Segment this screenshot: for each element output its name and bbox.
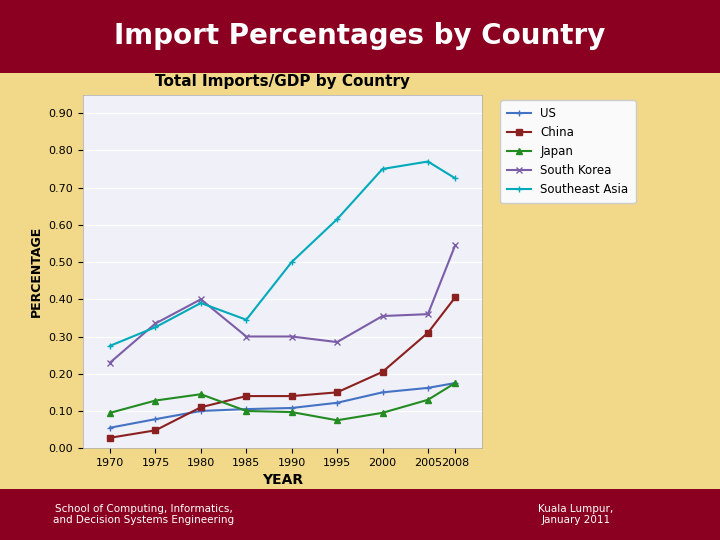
US xyxy=(242,406,251,413)
Japan xyxy=(287,409,296,415)
Southeast Asia xyxy=(151,324,160,330)
China xyxy=(423,329,432,336)
Southeast Asia xyxy=(242,316,251,323)
Line: South Korea: South Korea xyxy=(107,242,459,366)
X-axis label: YEAR: YEAR xyxy=(262,474,303,488)
Japan xyxy=(151,397,160,404)
Southeast Asia xyxy=(378,166,387,172)
Text: Kuala Lumpur,
January 2011: Kuala Lumpur, January 2011 xyxy=(539,503,613,525)
China xyxy=(151,427,160,434)
Text: Import Percentages by Country: Import Percentages by Country xyxy=(114,23,606,50)
Japan xyxy=(451,380,459,386)
Southeast Asia xyxy=(197,300,205,306)
US xyxy=(378,389,387,396)
US xyxy=(451,380,459,386)
Southeast Asia xyxy=(423,158,432,165)
US xyxy=(423,384,432,391)
Line: US: US xyxy=(107,380,459,431)
Japan xyxy=(242,408,251,414)
South Korea xyxy=(151,320,160,327)
Line: China: China xyxy=(107,294,459,441)
Southeast Asia xyxy=(451,175,459,181)
South Korea xyxy=(287,333,296,340)
US xyxy=(287,405,296,411)
Line: Japan: Japan xyxy=(107,380,459,424)
South Korea xyxy=(333,339,341,346)
China xyxy=(106,435,114,441)
US xyxy=(106,424,114,431)
US xyxy=(197,408,205,414)
China xyxy=(197,404,205,410)
South Korea xyxy=(451,242,459,248)
Southeast Asia xyxy=(106,342,114,349)
China xyxy=(333,389,341,396)
South Korea xyxy=(106,359,114,366)
Japan xyxy=(423,396,432,403)
Text: School of Computing, Informatics,
and Decision Systems Engineering: School of Computing, Informatics, and De… xyxy=(53,503,235,525)
China xyxy=(287,393,296,399)
Japan xyxy=(106,409,114,416)
Legend: US, China, Japan, South Korea, Southeast Asia: US, China, Japan, South Korea, Southeast… xyxy=(500,100,636,203)
Line: Southeast Asia: Southeast Asia xyxy=(107,158,459,349)
Southeast Asia xyxy=(333,216,341,222)
Y-axis label: PERCENTAGE: PERCENTAGE xyxy=(30,226,42,317)
US xyxy=(333,400,341,406)
China xyxy=(378,369,387,375)
South Korea xyxy=(378,313,387,319)
South Korea xyxy=(197,296,205,302)
Japan xyxy=(333,417,341,423)
China xyxy=(242,393,251,399)
China xyxy=(451,294,459,301)
US xyxy=(151,416,160,422)
Japan xyxy=(197,391,205,397)
Southeast Asia xyxy=(287,259,296,265)
Japan xyxy=(378,409,387,416)
Title: Total Imports/GDP by Country: Total Imports/GDP by Country xyxy=(155,74,410,89)
South Korea xyxy=(423,311,432,318)
South Korea xyxy=(242,333,251,340)
